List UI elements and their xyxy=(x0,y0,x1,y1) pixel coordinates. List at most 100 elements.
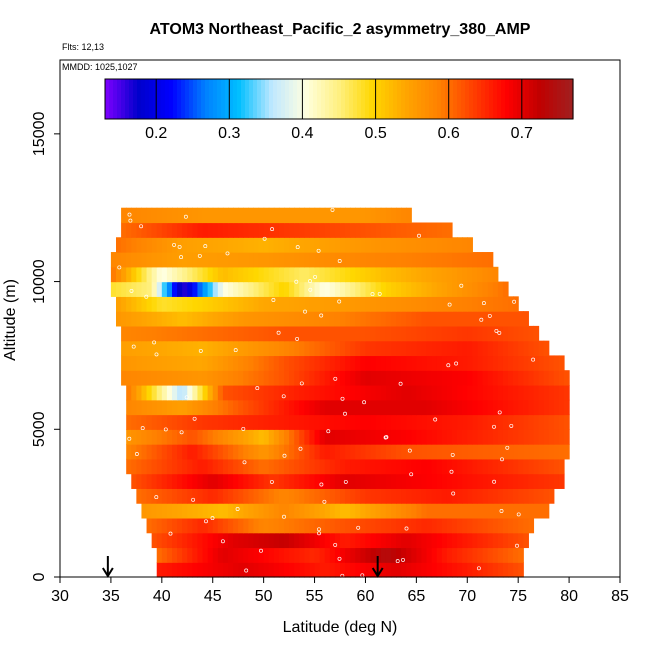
heatmap-cell xyxy=(462,547,468,563)
heatmap-cell xyxy=(365,281,372,297)
heatmap-cell xyxy=(273,311,280,327)
heatmap-cell xyxy=(523,532,529,549)
heatmap-cell xyxy=(263,517,270,534)
heatmap-cell xyxy=(233,414,239,430)
colorbar-segment xyxy=(289,79,294,119)
heatmap-cell xyxy=(228,429,234,445)
heatmap-cell xyxy=(411,266,417,283)
heatmap-cell xyxy=(131,414,137,430)
heatmap-cell xyxy=(192,399,199,416)
heatmap-cell xyxy=(340,355,346,371)
heatmap-cell xyxy=(401,517,407,534)
heatmap-cell xyxy=(350,281,356,297)
heatmap-cell xyxy=(502,562,509,578)
heatmap-cell xyxy=(263,488,270,504)
heatmap-cell xyxy=(131,355,137,371)
heatmap-cell xyxy=(202,237,209,253)
heatmap-cell xyxy=(390,547,397,563)
heatmap-cell xyxy=(482,325,489,342)
heatmap-cell xyxy=(192,488,199,504)
heatmap-cell xyxy=(502,370,509,386)
heatmap-cell xyxy=(329,547,336,563)
sample-point xyxy=(225,251,230,256)
heatmap-cell xyxy=(131,296,137,312)
heatmap-cell xyxy=(508,444,514,460)
heatmap-cell xyxy=(187,355,193,371)
heatmap-cell xyxy=(146,503,153,519)
heatmap-cell xyxy=(365,488,372,504)
heatmap-cell xyxy=(136,340,143,357)
heatmap-cell xyxy=(482,399,489,416)
sample-point xyxy=(377,291,382,296)
heatmap-cell xyxy=(487,252,494,268)
heatmap-cell xyxy=(304,355,311,371)
heatmap-cell xyxy=(212,399,219,416)
heatmap-cell xyxy=(492,444,499,460)
heatmap-cell xyxy=(182,488,188,504)
heatmap-cell xyxy=(390,473,397,489)
heatmap-cell xyxy=(289,503,295,519)
colorbar-segment xyxy=(209,79,214,119)
heatmap-cell xyxy=(192,311,199,327)
heatmap-cell xyxy=(375,355,382,371)
sample-point xyxy=(316,248,321,253)
sample-point xyxy=(163,427,168,432)
heatmap-cell xyxy=(350,547,356,563)
heatmap-cell xyxy=(334,503,341,519)
heatmap-cell xyxy=(340,517,346,534)
heatmap-cell xyxy=(477,370,484,386)
heatmap-cell xyxy=(472,281,479,297)
heatmap-cell xyxy=(294,517,300,534)
heatmap-cell xyxy=(166,547,173,563)
heatmap-cell xyxy=(156,370,163,386)
heatmap-cell xyxy=(396,266,402,283)
heatmap-cell xyxy=(324,488,331,504)
heatmap-cell xyxy=(202,414,209,430)
heatmap-cell xyxy=(207,444,214,460)
heatmap-cell xyxy=(212,266,219,283)
heatmap-cell xyxy=(151,414,158,430)
heatmap-cell xyxy=(441,429,448,445)
heatmap-cell xyxy=(401,252,407,268)
heatmap-cell xyxy=(314,384,321,401)
heatmap-cell xyxy=(472,473,479,489)
heatmap-cell xyxy=(222,503,229,519)
heatmap-cell xyxy=(436,325,443,342)
heatmap-cell xyxy=(166,281,173,297)
heatmap-cell xyxy=(131,325,137,342)
heatmap-cell xyxy=(508,414,514,430)
heatmap-cell xyxy=(151,266,158,283)
sample-point xyxy=(198,348,203,353)
heatmap-cell xyxy=(324,503,331,519)
heatmap-cell xyxy=(340,325,346,342)
colorbar-segment xyxy=(397,79,402,119)
colorbar-segment xyxy=(541,79,546,119)
heatmap-cell xyxy=(355,370,361,386)
heatmap-cell xyxy=(497,503,504,519)
heatmap-cell xyxy=(370,325,377,342)
x-axis-label: Latitude (deg N) xyxy=(283,619,398,636)
colorbar-segment xyxy=(385,79,390,119)
heatmap-cell xyxy=(263,237,270,253)
heatmap-cell xyxy=(487,355,494,371)
heatmap-cell xyxy=(238,399,244,416)
heatmap-cell xyxy=(304,222,311,238)
heatmap-cell xyxy=(457,325,463,342)
heatmap-cell xyxy=(487,488,494,504)
colorbar-segment xyxy=(261,79,266,119)
heatmap-cell xyxy=(385,237,392,253)
heatmap-cell xyxy=(207,222,214,238)
heatmap-cell xyxy=(446,237,453,253)
heatmap-cell xyxy=(299,207,305,224)
heatmap-cell xyxy=(202,547,209,563)
heatmap-cell xyxy=(197,532,204,549)
heatmap-cell xyxy=(497,384,504,401)
heatmap-cell xyxy=(161,384,168,401)
heatmap-cell xyxy=(416,399,423,416)
colorbar-segment xyxy=(533,79,538,119)
sample-point xyxy=(494,328,499,333)
heatmap-cell xyxy=(319,429,326,445)
heatmap-cell xyxy=(523,355,529,371)
heatmap-cell xyxy=(192,340,199,357)
heatmap-cell xyxy=(299,266,305,283)
